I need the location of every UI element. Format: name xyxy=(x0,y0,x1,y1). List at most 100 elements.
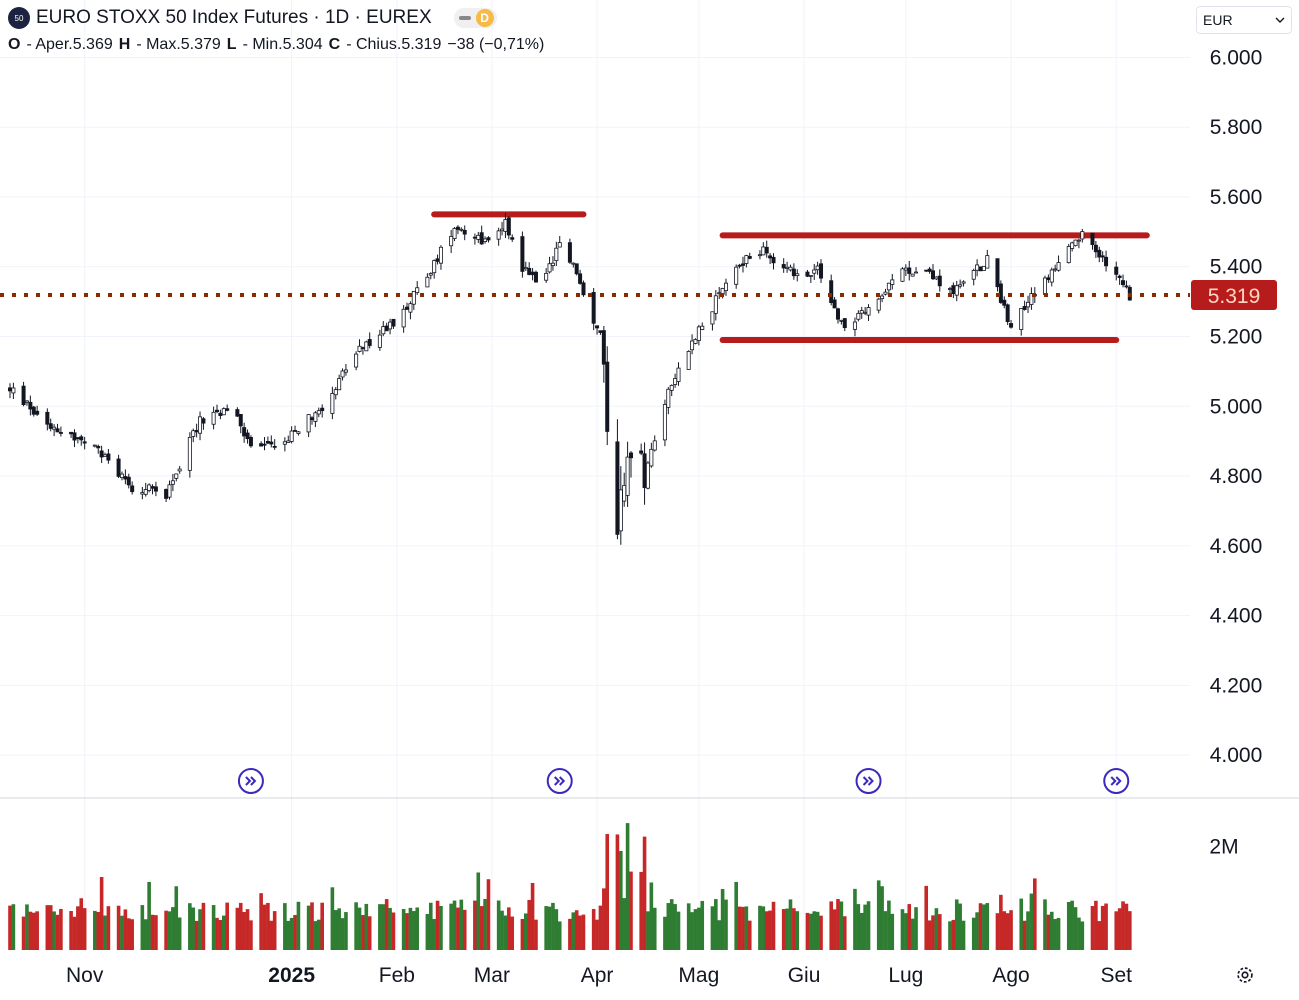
volume-bar xyxy=(795,911,800,950)
volume-bar xyxy=(1019,898,1024,950)
volume-bar xyxy=(28,911,33,950)
candle-body xyxy=(876,298,881,311)
volume-bar xyxy=(937,914,942,950)
volume-bar xyxy=(832,909,837,950)
volume-bar xyxy=(931,915,935,950)
volume-bar xyxy=(734,881,738,950)
volume-bar xyxy=(198,909,202,950)
dividend-event-icon[interactable] xyxy=(1103,768,1130,794)
candle-body xyxy=(839,319,844,322)
candle-body xyxy=(381,326,386,335)
volume-bar xyxy=(286,920,291,950)
volume-bar xyxy=(693,909,698,950)
candle-body xyxy=(330,393,335,414)
gear-icon[interactable] xyxy=(1234,964,1256,986)
volume-bar xyxy=(856,904,861,950)
candle-body xyxy=(547,263,552,273)
volume-bar xyxy=(1121,901,1125,950)
candle-body xyxy=(724,282,729,292)
candle-body xyxy=(1104,256,1109,267)
volume-bar xyxy=(218,920,223,950)
y-tick-label: 4.600 xyxy=(1210,535,1263,558)
volume-bar xyxy=(568,918,572,950)
volume-bar xyxy=(927,920,932,950)
chevron-down-icon xyxy=(1275,17,1285,23)
candle-body xyxy=(211,411,216,425)
candle-body xyxy=(785,266,790,269)
candle-body xyxy=(75,437,80,440)
symbol-logo-icon[interactable]: 50 xyxy=(8,7,30,29)
volume-bar xyxy=(215,917,219,950)
volume-bar xyxy=(914,907,918,950)
dividend-event-icon[interactable] xyxy=(546,768,573,794)
ohlc-readout: O- Aper.5.369 H- Max.5.379 L- Min.5.304 … xyxy=(8,36,544,54)
candle-body xyxy=(880,295,885,300)
volume-bar xyxy=(1046,914,1051,950)
candle-body xyxy=(829,280,834,303)
volume-bar xyxy=(344,912,348,950)
candle-body xyxy=(248,436,253,447)
volume-bar xyxy=(768,910,772,950)
volume-bar xyxy=(1026,911,1030,950)
volume-bar xyxy=(646,911,650,950)
candle-body xyxy=(771,256,776,264)
candle-body xyxy=(859,310,864,314)
candle-body xyxy=(340,370,345,378)
candle-body xyxy=(1097,249,1102,258)
candle-body xyxy=(472,236,477,239)
candle-body xyxy=(1073,239,1078,247)
volume-bar xyxy=(388,907,392,950)
candle-body xyxy=(1009,323,1014,328)
event-markers[interactable] xyxy=(237,768,1130,794)
chart-title[interactable]: EURO STOXX 50 Index Futures · 1D · EUREX xyxy=(36,7,432,28)
candle-body xyxy=(934,276,939,280)
volume-bar xyxy=(1056,917,1061,950)
candle-body xyxy=(696,326,701,341)
volume-bar xyxy=(313,921,318,950)
currency-value: EUR xyxy=(1203,12,1233,28)
volume-bar xyxy=(554,909,559,950)
minus-icon xyxy=(458,16,471,20)
candle-body xyxy=(79,436,84,441)
candle-body xyxy=(316,410,321,415)
volume-bar xyxy=(496,900,501,950)
candle-body xyxy=(1029,293,1034,305)
currency-select[interactable]: EUR xyxy=(1196,6,1292,34)
candle-body xyxy=(408,303,413,313)
candle-body xyxy=(618,489,623,532)
candle-body xyxy=(401,308,406,328)
candle-body xyxy=(662,404,667,441)
candle-body xyxy=(96,445,101,449)
volume-bar xyxy=(744,906,749,950)
candle-body xyxy=(601,330,606,365)
dividend-event-icon[interactable] xyxy=(855,768,882,794)
volume-bar xyxy=(76,906,80,950)
candle-body xyxy=(961,281,966,284)
volume-bar xyxy=(1114,911,1119,950)
candle-body xyxy=(690,340,695,351)
candle-body xyxy=(819,263,824,279)
volume-bar xyxy=(479,906,484,950)
candle-body xyxy=(272,445,277,448)
candle-body xyxy=(520,236,525,272)
candle-body xyxy=(791,268,796,277)
volume-bar xyxy=(391,912,396,950)
volume-bar xyxy=(958,903,962,950)
y-tick-label: 4.200 xyxy=(1210,674,1263,697)
volume-bar xyxy=(954,899,959,950)
candle-body xyxy=(764,246,769,254)
candle-body xyxy=(360,347,365,349)
volume-bar xyxy=(697,907,701,950)
candle-body xyxy=(452,228,457,239)
volume-bar xyxy=(948,921,952,950)
candle-body xyxy=(812,269,817,274)
volume-bar xyxy=(1124,903,1129,950)
volume-bar xyxy=(154,915,158,950)
candle-body xyxy=(628,452,633,459)
candle-body xyxy=(269,441,274,445)
market-status-badge[interactable]: D xyxy=(453,8,497,28)
candle-body xyxy=(947,288,952,290)
dividend-event-icon[interactable] xyxy=(237,768,264,794)
volume-bar xyxy=(35,911,39,950)
